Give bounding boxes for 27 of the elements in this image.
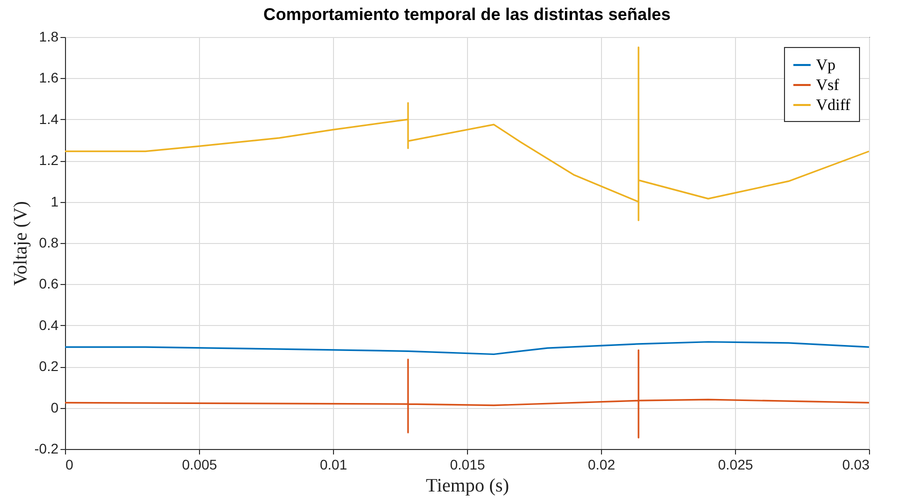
x-tick-label: 0.02: [588, 456, 616, 472]
legend-label: Vdiff: [816, 97, 852, 114]
y-tick-label: 1: [50, 193, 59, 210]
y-axis-title: Voltaje (V): [10, 201, 32, 286]
y-tick-label: 0: [50, 399, 59, 416]
x-tick-label: 0.025: [718, 456, 754, 472]
y-tick-label: 1.4: [39, 110, 59, 127]
y-tick-label: 0.6: [39, 276, 59, 292]
x-tick-label: 0: [66, 456, 74, 472]
y-tick-label: 1.2: [39, 152, 59, 168]
x-tick-label: 0.005: [182, 456, 218, 472]
y-tick-label: 0.8: [39, 234, 59, 250]
y-tick-label: -0.2: [34, 440, 59, 456]
x-axis-title: Tiempo (s): [426, 476, 510, 496]
y-tick-label: 0.2: [39, 358, 59, 374]
y-tick-label: 1.8: [39, 28, 59, 44]
line-series: [65, 349, 869, 438]
x-tick-label: 0.015: [450, 456, 486, 472]
line-series: [65, 341, 869, 356]
x-tick-label: 0.01: [320, 456, 348, 472]
y-tick-label: 0.4: [39, 316, 59, 333]
y-tick-label: 1.6: [39, 70, 59, 86]
x-tick-label: 0.03: [842, 456, 870, 472]
line-series: [65, 46, 869, 222]
legend-label: Vsf: [816, 77, 840, 94]
chart-title: Comportamiento temporal de las distintas señales: [263, 5, 671, 24]
legend-label: Vp: [816, 57, 836, 74]
